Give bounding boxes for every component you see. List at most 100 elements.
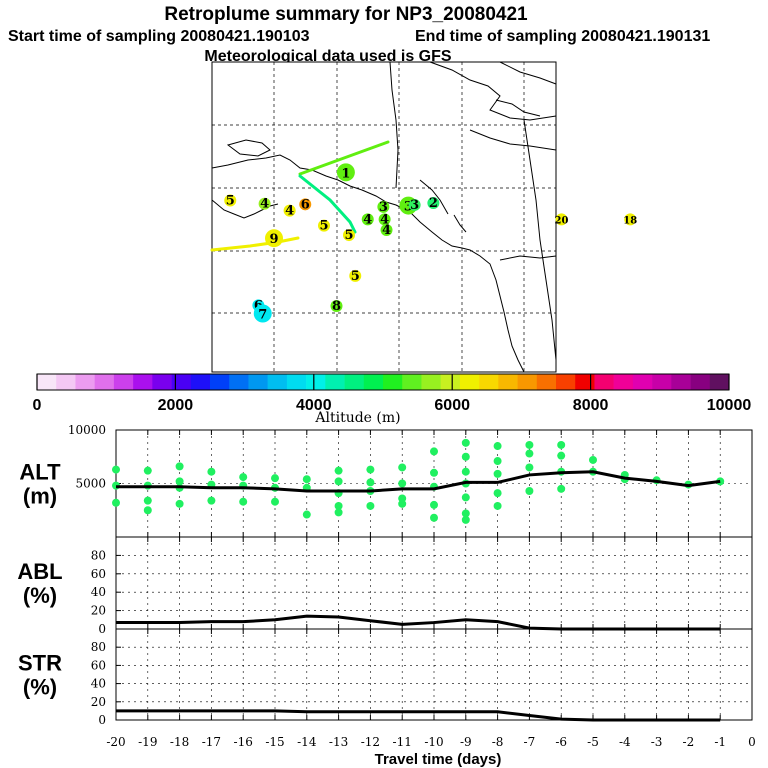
map-point-label: 1 — [341, 166, 350, 181]
colorbar-swatch — [190, 374, 211, 390]
map-point-marker — [378, 213, 391, 226]
panel-str: 0 20 40 60 80 STR(%) — [18, 628, 753, 727]
colorbar-swatch — [94, 374, 115, 390]
timeseries-panels: 500010000ALT(m)020406080ABL(%)020406080S… — [17, 423, 755, 749]
map-point-label: 2 — [429, 196, 438, 211]
data-point — [557, 484, 566, 493]
data-point — [461, 467, 470, 476]
x-tick-label: -13 — [329, 735, 348, 749]
x-tick-label: -20 — [106, 735, 125, 749]
data-point — [430, 500, 438, 509]
panel-label-unit: (%) — [23, 675, 57, 700]
colorbar-swatch — [536, 374, 557, 390]
y-tick-label: 20 — [91, 604, 106, 618]
data-point — [493, 501, 502, 510]
map-point-label: 7 — [258, 308, 267, 323]
map-point-label: 3 — [379, 200, 388, 215]
map-point-label: 9 — [269, 232, 278, 247]
colorbar-swatch — [421, 374, 441, 390]
map-point-marker — [408, 198, 421, 211]
colorbar-swatch — [171, 374, 192, 390]
x-tick-label: -14 — [297, 735, 317, 749]
data-point — [239, 497, 248, 506]
map-point-label: 4 — [382, 223, 391, 238]
y-tick-label: 80 — [91, 548, 106, 562]
y-tick-label: 20 — [91, 695, 106, 709]
map-point-label: 20 — [555, 215, 569, 226]
map-point-marker — [283, 204, 296, 217]
data-point — [302, 510, 311, 519]
colorbar-swatch — [75, 374, 95, 390]
data-point — [112, 498, 120, 507]
figure-title: Retroplume summary for NP3_20080421 — [164, 4, 528, 25]
map-point-marker — [318, 219, 330, 232]
x-tick-label: -15 — [265, 735, 284, 749]
x-tick-label: -3 — [651, 735, 663, 749]
colorbar-swatch — [363, 374, 384, 390]
colorbar-swatch — [479, 374, 499, 390]
map-point-marker — [349, 269, 362, 282]
series-line — [116, 614, 721, 631]
colorbar-swatch — [613, 374, 634, 390]
median-line — [116, 470, 721, 493]
data-point — [398, 499, 407, 508]
colorbar-swatch — [113, 374, 134, 390]
x-tick-label: -19 — [138, 735, 157, 749]
colorbar-swatch — [383, 374, 403, 390]
colorbar-swatch — [440, 374, 461, 390]
x-tick-label: -4 — [619, 735, 631, 749]
colorbar-swatch — [267, 374, 288, 390]
x-tick-label: -6 — [555, 735, 567, 749]
data-point — [143, 506, 152, 515]
x-tick-label: -10 — [424, 735, 443, 749]
map-point-marker — [377, 200, 390, 213]
colorbar-swatch — [286, 374, 307, 390]
colorbar-swatch — [152, 374, 172, 390]
colorbar-swatch — [210, 374, 230, 390]
colorbar-swatch — [671, 374, 691, 390]
data-point — [461, 438, 470, 447]
colorbar-tick-label: 10000 — [707, 397, 752, 414]
colorbar-tick-label: 4000 — [296, 397, 332, 414]
data-point — [493, 442, 502, 451]
map-point-marker — [380, 224, 393, 237]
end-time-label: End time of sampling 20080421.190131 — [415, 28, 710, 45]
data-point — [175, 499, 184, 508]
data-point — [589, 455, 597, 464]
map-point-marker — [253, 304, 272, 323]
panel-label: ABL — [17, 559, 62, 584]
panel-abl: 0 20 40 60 80 ABL(%) — [17, 536, 753, 636]
colorbar-swatch — [402, 374, 422, 390]
map-point-label: 8 — [332, 299, 341, 314]
colorbar-tick-label: 6000 — [434, 397, 470, 414]
colorbar-swatch — [37, 374, 57, 390]
map-point-marker — [361, 213, 374, 226]
start-time-label: Start time of sampling 20080421.190103 — [8, 28, 310, 45]
colorbar-swatch — [709, 374, 730, 390]
map-point-label: 6 — [301, 197, 310, 212]
y-tick-label: 60 — [91, 658, 106, 672]
data-point — [366, 501, 375, 510]
map-point-label: 5 — [344, 228, 353, 243]
y-tick-label: 60 — [91, 567, 106, 581]
colorbar-tick-label: 2000 — [158, 397, 194, 414]
data-point — [207, 467, 216, 476]
colorbar-swatch — [248, 374, 268, 390]
data-point — [175, 462, 184, 471]
data-point — [557, 451, 566, 460]
data-point — [525, 486, 534, 495]
data-point — [525, 440, 534, 449]
colorbar-swatch — [556, 374, 576, 390]
x-tick-label: -17 — [202, 735, 221, 749]
map-point-marker — [555, 213, 568, 226]
x-tick-label: -7 — [524, 735, 536, 749]
map-point-marker — [624, 213, 637, 226]
map-point-marker — [343, 229, 355, 242]
data-point — [175, 477, 184, 486]
data-point — [366, 478, 375, 487]
colorbar-swatch — [517, 374, 538, 390]
data-point — [525, 449, 534, 458]
data-point — [461, 509, 470, 518]
map-point-label: 4 — [363, 212, 372, 227]
data-point — [143, 466, 152, 475]
